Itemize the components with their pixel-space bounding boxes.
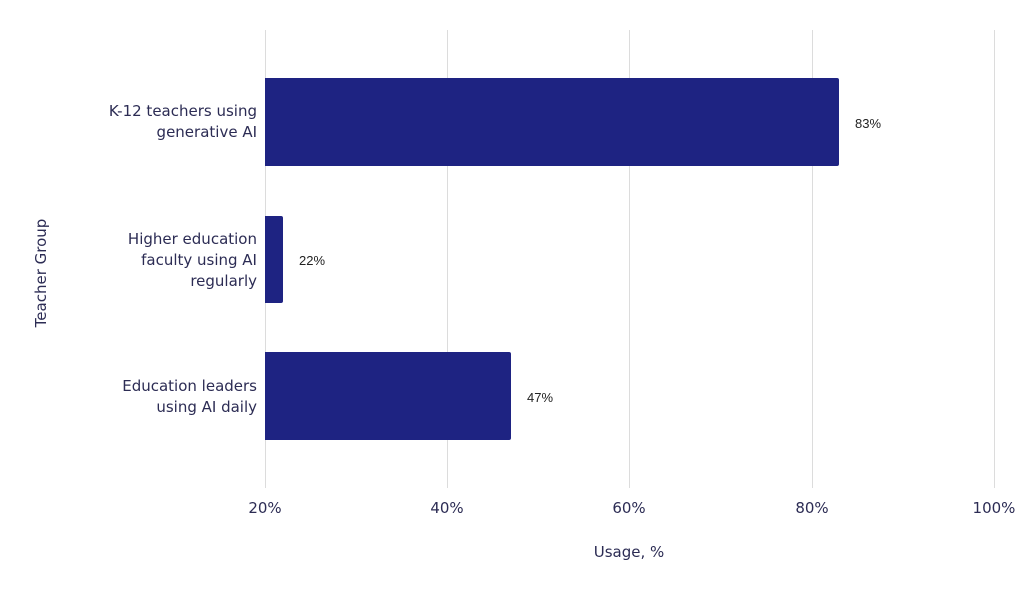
- x-tick-60: 60%: [612, 499, 646, 517]
- y-axis-title: Teacher Group: [32, 218, 50, 328]
- x-tick-40: 40%: [430, 499, 464, 517]
- gridline-60: [629, 30, 630, 488]
- bar-education-leaders: [265, 352, 511, 440]
- category-label-higher-ed: Higher education faculty using AI regula…: [127, 230, 257, 290]
- value-label-higher-ed: 22%: [299, 253, 326, 268]
- category-label-k12: K-12 teachers using generative AI: [108, 102, 257, 141]
- gridline-80: [812, 30, 813, 488]
- x-axis-title: Usage, %: [593, 543, 665, 561]
- x-tick-20: 20%: [248, 499, 282, 517]
- bar-higher-ed-faculty: [265, 216, 283, 303]
- x-tick-80: 80%: [795, 499, 829, 517]
- x-tick-100: 100%: [972, 499, 1016, 517]
- bar-k12-teachers: [265, 78, 839, 166]
- value-label-k12: 83%: [855, 116, 882, 131]
- value-label-leaders: 47%: [527, 390, 554, 405]
- gridline-40: [447, 30, 448, 488]
- category-label-leaders: Education leaders using AI daily: [122, 377, 257, 416]
- gridline-100: [994, 30, 995, 488]
